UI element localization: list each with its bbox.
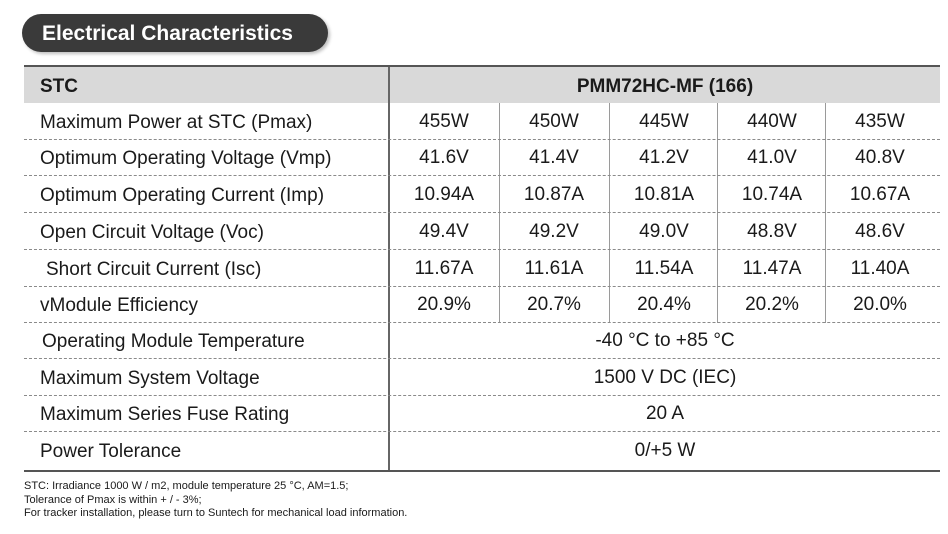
row-cell: 20.4% — [637, 294, 691, 315]
table-row: Maximum Series Fuse Rating 20 A — [24, 396, 940, 432]
row-span-value: 1500 V DC (IEC) — [593, 367, 737, 388]
row-cell: 10.94A — [413, 184, 475, 205]
row-cell: 10.74A — [741, 184, 803, 205]
column-divider-main — [388, 67, 390, 470]
electrical-characteristics-table: STC PMM72HC-MF (166) Maximum Power at ST… — [24, 65, 940, 472]
row-divider — [24, 249, 940, 250]
row-cell: 49.0V — [639, 221, 689, 242]
row-cell: 11.47A — [742, 258, 802, 279]
row-cell: 20.9% — [417, 294, 471, 315]
row-cell: 445W — [639, 111, 689, 132]
header-stc-label: STC — [40, 76, 78, 97]
row-span-value: 0/+5 W — [634, 440, 696, 461]
footnote-line: Tolerance of Pmax is within + / - 3%; — [24, 493, 202, 506]
row-divider — [24, 212, 940, 213]
row-cell: 10.67A — [849, 184, 911, 205]
row-cell: 11.67A — [414, 258, 474, 279]
row-label: Power Tolerance — [40, 441, 182, 462]
header-model: PMM72HC-MF (166) — [576, 76, 754, 97]
row-cell: 48.8V — [747, 221, 797, 242]
column-divider — [825, 103, 826, 323]
table-row: Optimum Operating Current (Imp) 10.94A 1… — [24, 177, 940, 213]
row-cell: 49.2V — [529, 221, 579, 242]
column-divider — [717, 103, 718, 323]
row-label: Maximum Power at STC (Pmax) — [40, 112, 313, 133]
row-cell: 440W — [747, 111, 797, 132]
row-cell: 20.2% — [745, 294, 799, 315]
footnotes: STC: Irradiance 1000 W / m2, module temp… — [24, 480, 407, 521]
table-row: Short Circuit Current (Isc) 11.67A 11.61… — [24, 251, 940, 287]
row-divider — [24, 431, 940, 432]
footnote-line: STC: Irradiance 1000 W / m2, module temp… — [24, 480, 349, 492]
row-cell: 10.87A — [523, 184, 585, 205]
table-header: STC PMM72HC-MF (166) — [24, 67, 940, 103]
row-label: Operating Module Temperature — [42, 331, 305, 352]
row-cell: 41.6V — [419, 147, 469, 168]
row-cell: 41.4V — [529, 147, 579, 168]
table-row: Power Tolerance 0/+5 W — [24, 433, 940, 469]
row-divider — [24, 322, 940, 323]
row-label: Short Circuit Current (Isc) — [46, 259, 262, 280]
row-cell: 48.6V — [855, 221, 905, 242]
section-title-badge: Electrical Characteristics — [22, 14, 328, 52]
row-span-value: 20 A — [645, 403, 685, 424]
row-divider — [24, 139, 940, 140]
row-divider — [24, 286, 940, 287]
row-label: Open Circuit Voltage (Voc) — [40, 222, 264, 243]
footnote-line: For tracker installation, please turn to… — [24, 507, 408, 519]
row-cell: 41.0V — [747, 147, 797, 168]
row-cell: 11.61A — [524, 258, 584, 279]
row-span-value: -40 °C to +85 °C — [595, 330, 735, 351]
table-row: Optimum Operating Voltage (Vmp) 41.6V 41… — [24, 140, 940, 176]
row-cell: 450W — [529, 111, 579, 132]
row-label: Optimum Operating Voltage (Vmp) — [40, 148, 332, 169]
section-title: Electrical Characteristics — [42, 22, 293, 45]
row-label: Maximum System Voltage — [40, 368, 260, 389]
row-cell: 40.8V — [855, 147, 905, 168]
row-divider — [24, 395, 940, 396]
row-divider — [24, 358, 940, 359]
row-cell: 10.81A — [633, 184, 695, 205]
row-cell: 41.2V — [639, 147, 689, 168]
table-row: Operating Module Temperature -40 °C to +… — [24, 323, 940, 359]
row-cell: 20.0% — [853, 294, 907, 315]
row-divider — [24, 175, 940, 176]
row-label: Maximum Series Fuse Rating — [40, 404, 290, 425]
table-row: Maximum Power at STC (Pmax) 455W 450W 44… — [24, 104, 940, 140]
row-cell: 49.4V — [419, 221, 469, 242]
table-row: Maximum System Voltage 1500 V DC (IEC) — [24, 360, 940, 396]
row-label: Optimum Operating Current (Imp) — [40, 185, 325, 206]
row-cell: 455W — [419, 111, 469, 132]
table-row: vModule Efficiency 20.9% 20.7% 20.4% 20.… — [24, 287, 940, 323]
column-divider — [499, 103, 500, 323]
table-row: Open Circuit Voltage (Voc) 49.4V 49.2V 4… — [24, 214, 940, 250]
row-label: vModule Efficiency — [40, 295, 199, 316]
row-cell: 11.40A — [850, 258, 910, 279]
column-divider — [609, 103, 610, 323]
row-cell: 435W — [855, 111, 905, 132]
row-cell: 11.54A — [634, 258, 694, 279]
row-cell: 20.7% — [527, 294, 581, 315]
